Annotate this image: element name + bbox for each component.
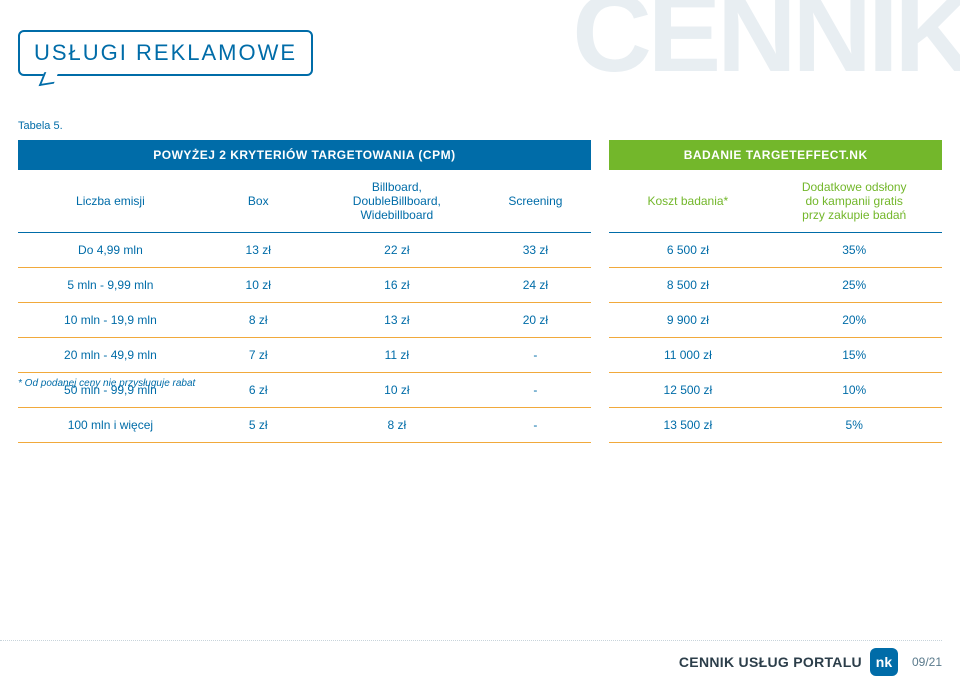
cell-c3: 11 zł <box>314 338 480 373</box>
cell-c1: 20 mln - 49,9 mln <box>18 338 203 373</box>
table-caption: Tabela 5. <box>18 120 63 132</box>
cell-c2: 8 zł <box>203 303 314 338</box>
page-title-bubble: USŁUGI REKLAMOWE <box>18 30 313 76</box>
cell-c1: 5 mln - 9,99 mln <box>18 268 203 303</box>
header-band-left: POWYŻEJ 2 KRYTERIÓW TARGETOWANIA (CPM) <box>18 140 591 170</box>
cell-c4: 24 zł <box>480 268 591 303</box>
cell-c4: 33 zł <box>480 233 591 268</box>
page-number: 09/21 <box>912 655 942 669</box>
cell-c2: 6 zł <box>203 373 314 408</box>
col-header-billboard: Billboard, DoubleBillboard, Widebillboar… <box>314 170 480 233</box>
page-footer: CENNIK USŁUG PORTALU nk 09/21 <box>0 648 942 676</box>
pricing-table: POWYŻEJ 2 KRYTERIÓW TARGETOWANIA (CPM) B… <box>18 140 942 443</box>
cell-c5: 8 500 zł <box>609 268 766 303</box>
col-header-box: Box <box>203 170 314 233</box>
table-row: Do 4,99 mln13 zł22 zł33 zł 6 500 zł35% <box>18 233 942 268</box>
cell-c5: 12 500 zł <box>609 373 766 408</box>
cell-c4: - <box>480 408 591 443</box>
cell-c6: 10% <box>766 373 942 408</box>
cell-c1: Do 4,99 mln <box>18 233 203 268</box>
cell-c4: - <box>480 373 591 408</box>
cell-c3: 22 zł <box>314 233 480 268</box>
header-band-right: BADANIE TARGETEFFECT.NK <box>609 140 942 170</box>
cell-c6: 25% <box>766 268 942 303</box>
row-gutter <box>591 268 609 303</box>
col-header-dodatkowe: Dodatkowe odsłony do kampanii gratis prz… <box>766 170 942 233</box>
cell-c1: 10 mln - 19,9 mln <box>18 303 203 338</box>
cell-c6: 35% <box>766 233 942 268</box>
table-row: 10 mln - 19,9 mln8 zł13 zł20 zł 9 900 zł2… <box>18 303 942 338</box>
cell-c5: 13 500 zł <box>609 408 766 443</box>
row-gutter <box>591 408 609 443</box>
col-header-emisji: Liczba emisji <box>18 170 203 233</box>
row-gutter <box>591 303 609 338</box>
cell-c6: 15% <box>766 338 942 373</box>
row-gutter <box>591 338 609 373</box>
cell-c2: 10 zł <box>203 268 314 303</box>
col-gutter <box>591 170 609 233</box>
footer-title: CENNIK USŁUG PORTALU <box>679 654 862 670</box>
cell-c6: 5% <box>766 408 942 443</box>
cell-c3: 13 zł <box>314 303 480 338</box>
table-row: 100 mln i więcej5 zł8 zł-13 500 zł5% <box>18 408 942 443</box>
footnote: * Od podanej ceny nie przysługuje rabat <box>18 378 195 389</box>
watermark-text: CENNIK <box>572 0 960 97</box>
col-header-koszt: Koszt badania* <box>609 170 766 233</box>
cell-c5: 6 500 zł <box>609 233 766 268</box>
cell-c2: 13 zł <box>203 233 314 268</box>
cell-c3: 16 zł <box>314 268 480 303</box>
nk-logo-badge: nk <box>870 648 898 676</box>
cell-c5: 9 900 zł <box>609 303 766 338</box>
cell-c3: 8 zł <box>314 408 480 443</box>
footer-divider <box>0 640 942 642</box>
page-title: USŁUGI REKLAMOWE <box>34 40 297 65</box>
row-gutter <box>591 233 609 268</box>
col-header-screening: Screening <box>480 170 591 233</box>
cell-c3: 10 zł <box>314 373 480 408</box>
row-gutter <box>591 373 609 408</box>
cell-c4: - <box>480 338 591 373</box>
cell-c1: 100 mln i więcej <box>18 408 203 443</box>
table-row: 20 mln - 49,9 mln7 zł11 zł-11 000 zł15% <box>18 338 942 373</box>
cell-c2: 5 zł <box>203 408 314 443</box>
cell-c4: 20 zł <box>480 303 591 338</box>
header-gap <box>591 140 609 170</box>
cell-c2: 7 zł <box>203 338 314 373</box>
cell-c5: 11 000 zł <box>609 338 766 373</box>
table-row: 5 mln - 9,99 mln10 zł16 zł24 zł 8 500 zł2… <box>18 268 942 303</box>
cell-c6: 20% <box>766 303 942 338</box>
